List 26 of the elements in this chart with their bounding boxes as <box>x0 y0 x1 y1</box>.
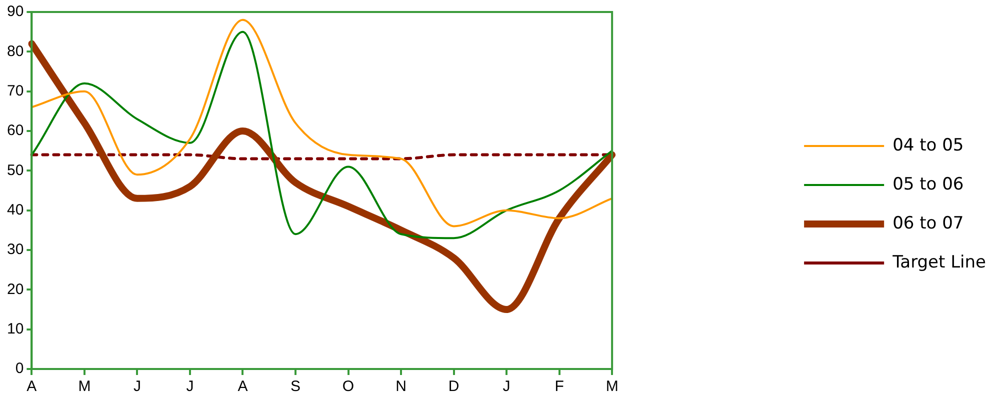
y-tick-label: 50 <box>6 162 24 179</box>
x-tick-label: J <box>186 378 194 396</box>
y-tick-label: 70 <box>6 82 24 100</box>
x-tick-label: F <box>554 378 564 396</box>
x-tick-label: O <box>342 378 354 396</box>
x-tick-label: J <box>133 378 141 396</box>
x-tick-label: A <box>238 378 248 396</box>
y-tick-label: 10 <box>6 320 24 338</box>
y-tick-label: 30 <box>6 241 24 258</box>
x-tick-label: A <box>26 378 37 396</box>
x-tick-label: J <box>502 378 510 396</box>
x-tick-label: N <box>396 378 406 396</box>
x-tick-label: D <box>448 378 460 396</box>
legend-label: 04 to 05 <box>892 135 964 156</box>
x-tick-label: M <box>78 378 91 396</box>
x-tick-label: M <box>606 378 618 396</box>
x-tick-label: S <box>290 378 301 396</box>
legend-label: 06 to 07 <box>892 213 964 234</box>
y-tick-label: 20 <box>6 280 24 298</box>
y-tick-label: 0 <box>15 360 24 378</box>
y-tick-label: 60 <box>6 122 24 140</box>
y-tick-label: 40 <box>6 201 24 218</box>
legend-label: Target Line <box>892 252 986 272</box>
legend-label: 05 to 06 <box>892 174 964 194</box>
y-tick-label: 90 <box>6 3 24 20</box>
y-tick-label: 80 <box>6 42 24 60</box>
